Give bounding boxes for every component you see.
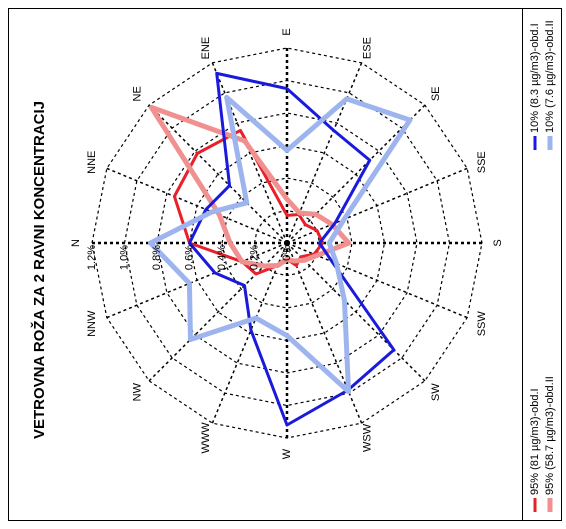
- spoke: [286, 242, 426, 382]
- spoke: [106, 242, 288, 319]
- direction-label: ESE: [362, 37, 374, 59]
- r-tick-label: 0%: [281, 245, 293, 261]
- r-tick-label: 0.6%: [183, 245, 195, 270]
- center-dot: [284, 240, 290, 246]
- direction-label: NE: [132, 86, 144, 101]
- grid-ring: [123, 79, 451, 407]
- chart-title: VETROVNA ROŽA ZA 2 RAVNI KONCENTRACIJ: [30, 101, 48, 439]
- series-line: [188, 71, 396, 427]
- direction-label: ENE: [200, 37, 212, 60]
- direction-label: E: [281, 28, 293, 35]
- rotated-chart: VETROVNA ROŽA ZA 2 RAVNI KONCENTRACIJ NN…: [30, 20, 556, 512]
- direction-label: NNW: [86, 310, 98, 337]
- direction-label: WSW: [362, 423, 374, 452]
- spoke: [148, 104, 288, 244]
- direction-label: N: [70, 239, 82, 247]
- r-tick-label: 0.4%: [216, 245, 228, 270]
- frame: [8, 8, 562, 521]
- direction-label: SSW: [476, 311, 488, 337]
- r-tick-label: 1.0%: [118, 245, 130, 270]
- series-line: [148, 94, 413, 395]
- series-line: [172, 128, 325, 276]
- r-tick-label: 0.8%: [151, 245, 163, 270]
- grid-ring: [221, 177, 353, 309]
- direction-label: NW: [132, 382, 144, 401]
- direction-label: SW: [430, 383, 442, 401]
- direction-label: WWW: [200, 422, 212, 454]
- direction-label: S: [492, 239, 504, 246]
- r-tick-label: 1.2%: [86, 245, 98, 270]
- spoke: [106, 167, 288, 244]
- direction-label: SE: [430, 86, 442, 101]
- legend-label: 95% (81 µg/m3)-obd.I: [529, 388, 541, 495]
- legend-label: 10% (7.6 µg/m3)-obd.II: [544, 20, 556, 133]
- direction-label: W: [281, 448, 293, 459]
- spoke: [211, 242, 288, 424]
- spoke: [211, 62, 288, 244]
- r-tick-label: 0.2%: [248, 245, 260, 270]
- legend-label: 95% (58.7 µg/m3)-obd.II: [544, 376, 556, 495]
- direction-label: NNE: [86, 151, 98, 174]
- series-line: [148, 104, 352, 269]
- grid-ring: [253, 209, 321, 277]
- legend-label: 10% (8.3 µg/m3)-obd.I: [529, 23, 541, 133]
- direction-label: SSE: [476, 151, 488, 173]
